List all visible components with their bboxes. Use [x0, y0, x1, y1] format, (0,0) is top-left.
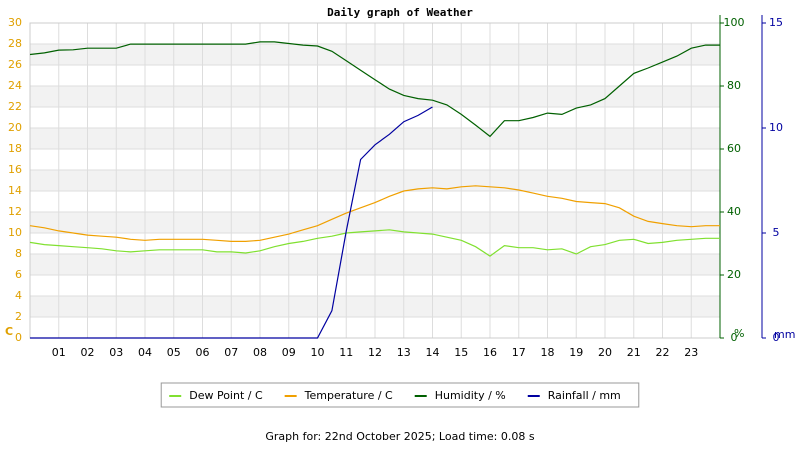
y2-tick-label: 20	[727, 268, 741, 281]
y-tick-label: 2	[15, 310, 22, 323]
x-tick-label: 02	[81, 346, 95, 359]
y-tick-label: 24	[8, 79, 22, 92]
x-tick-label: 20	[598, 346, 612, 359]
series-line	[29, 41, 720, 138]
y-tick-label: 12	[8, 205, 22, 218]
y-tick-label: 18	[8, 142, 22, 155]
legend-label: Rainfall / mm	[548, 389, 621, 402]
x-tick-label: 11	[339, 346, 353, 359]
series-line	[29, 229, 720, 257]
y2-tick-label: 100	[724, 16, 745, 29]
y-tick-label: 6	[15, 268, 22, 281]
series-line	[29, 185, 720, 242]
x-tick-label: 10	[311, 346, 325, 359]
legend: Dew Point / C Temperature / C Humidity / %…	[160, 382, 640, 408]
legend-label: Temperature / C	[304, 389, 393, 402]
y-tick-label: 8	[15, 247, 22, 260]
y-axis-label: C	[5, 325, 13, 338]
x-tick-label: 23	[684, 346, 698, 359]
y2-tick-label: 0	[731, 331, 738, 344]
chart-title: Daily graph of Weather	[327, 6, 473, 19]
x-tick-label: 04	[138, 346, 152, 359]
x-tick-label: 19	[569, 346, 583, 359]
y-tick-label: 0	[15, 331, 22, 344]
y-tick-label: 28	[8, 37, 22, 50]
y-tick-label: 10	[8, 226, 22, 239]
y-tick-label: 20	[8, 121, 22, 134]
x-tick-label: 12	[368, 346, 382, 359]
x-tick-label: 03	[109, 346, 123, 359]
y3-tick-label: 0	[773, 331, 780, 344]
y-tick-label: 16	[8, 163, 22, 176]
x-tick-label: 13	[397, 346, 411, 359]
x-tick-label: 14	[426, 346, 440, 359]
y2-tick-label: 80	[727, 79, 741, 92]
legend-box	[160, 382, 640, 408]
y3-tick-label: 5	[773, 226, 780, 239]
x-tick-label: 01	[52, 346, 66, 359]
y-tick-label: 4	[15, 289, 22, 302]
legend-label: Dew Point / C	[189, 389, 263, 402]
x-tick-label: 17	[512, 346, 526, 359]
series-line	[30, 106, 433, 339]
x-tick-label: 05	[167, 346, 181, 359]
y2-axis-label: %	[734, 327, 744, 340]
x-tick-label: 21	[627, 346, 641, 359]
legend-label: Humidity / %	[435, 389, 506, 402]
y-tick-label: 30	[8, 16, 22, 29]
y2-tick-label: 40	[727, 205, 741, 218]
x-tick-label: 06	[196, 346, 210, 359]
y-tick-label: 14	[8, 184, 22, 197]
footer: Graph for: 22nd October 2025; Load time:…	[265, 430, 534, 443]
y-tick-label: 22	[8, 100, 22, 113]
y3-axis-label: mm	[774, 328, 795, 341]
y-tick-label: 26	[8, 58, 22, 71]
x-tick-label: 15	[454, 346, 468, 359]
x-tick-label: 16	[483, 346, 497, 359]
x-tick-label: 09	[282, 346, 296, 359]
x-tick-label: 07	[224, 346, 238, 359]
y3-tick-label: 15	[769, 16, 783, 29]
x-tick-label: 22	[656, 346, 670, 359]
y2-tick-label: 60	[727, 142, 741, 155]
y3-tick-label: 10	[769, 121, 783, 134]
x-tick-label: 08	[253, 346, 267, 359]
x-tick-label: 18	[541, 346, 555, 359]
